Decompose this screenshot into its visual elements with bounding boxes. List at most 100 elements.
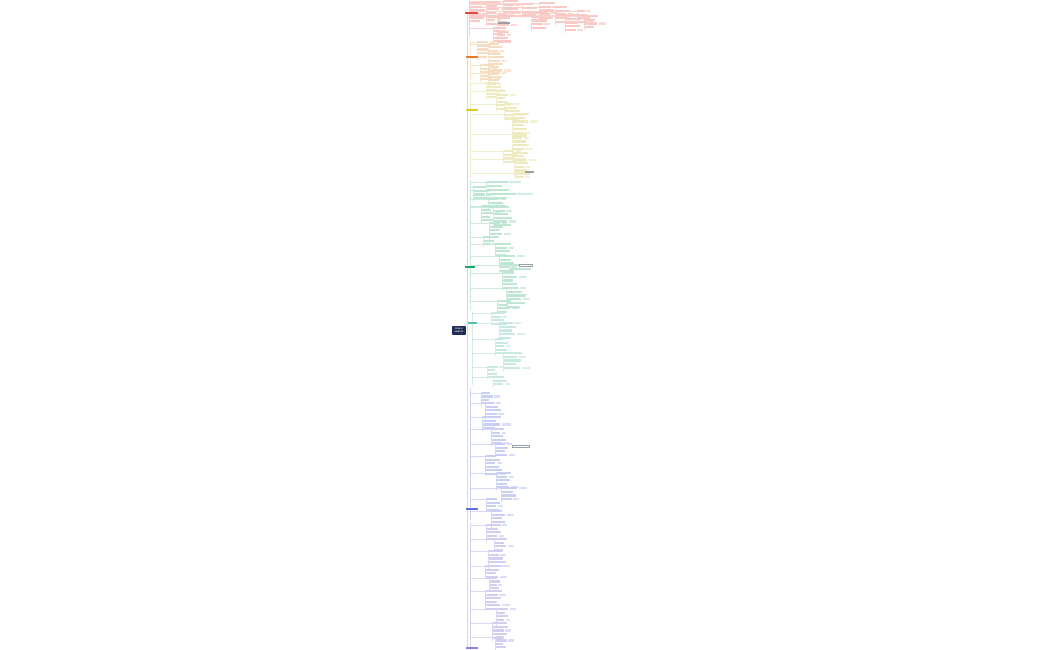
topic-node[interactable]: [481, 64, 494, 67]
leaf-node[interactable]: [498, 366, 505, 369]
topic-node[interactable]: [532, 19, 548, 22]
leaf-node[interactable]: [499, 575, 507, 578]
topic-node[interactable]: [494, 33, 504, 36]
topic-node[interactable]: [496, 636, 504, 639]
topic-node[interactable]: [496, 345, 505, 348]
leaf-node[interactable]: [482, 12, 489, 16]
topic-node[interactable]: [502, 498, 512, 501]
topic-node[interactable]: [495, 548, 504, 551]
topic-node[interactable]: [566, 25, 581, 28]
topic-node[interactable]: [585, 18, 595, 21]
topic-node[interactable]: [496, 348, 507, 351]
topic-node[interactable]: [478, 41, 489, 44]
topic-node[interactable]: [489, 52, 501, 56]
leaf-node[interactable]: [496, 402, 501, 405]
leaf-node[interactable]: [515, 3, 521, 6]
topic-node[interactable]: [487, 181, 508, 184]
topic-node[interactable]: [523, 6, 537, 10]
topic-node[interactable]: [494, 206, 510, 209]
topic-node[interactable]: [489, 561, 506, 564]
topic-node[interactable]: [513, 120, 529, 123]
topic-node[interactable]: [513, 140, 526, 143]
topic-node[interactable]: [532, 15, 544, 18]
topic-node[interactable]: [496, 341, 508, 344]
topic-node[interactable]: [497, 611, 506, 614]
leaf-node[interactable]: [508, 220, 517, 223]
topic-node[interactable]: [505, 103, 514, 106]
topic-node[interactable]: [487, 11, 496, 15]
branch-marker-teal[interactable]: [468, 322, 477, 325]
topic-node[interactable]: [487, 508, 500, 511]
branch-marker-yellow[interactable]: [466, 109, 478, 112]
topic-node[interactable]: [487, 527, 498, 530]
topic-node[interactable]: [513, 151, 529, 154]
leaf-node[interactable]: [515, 150, 522, 153]
topic-node[interactable]: [516, 172, 527, 175]
topic-node[interactable]: [540, 2, 555, 5]
topic-node[interactable]: [493, 633, 508, 636]
topic-node[interactable]: [523, 10, 533, 13]
leaf-node[interactable]: [489, 41, 496, 44]
highlighted-node[interactable]: [519, 264, 533, 267]
topic-node[interactable]: [483, 419, 497, 422]
topic-node[interactable]: [540, 5, 551, 8]
topic-node[interactable]: [507, 305, 521, 308]
topic-node[interactable]: [540, 16, 554, 20]
leaf-node[interactable]: [505, 104, 510, 107]
topic-node[interactable]: [492, 438, 506, 441]
leaf-node[interactable]: [497, 82, 501, 85]
leaf-node[interactable]: [543, 23, 550, 26]
topic-node[interactable]: [532, 26, 547, 29]
topic-node[interactable]: [507, 298, 522, 301]
topic-node[interactable]: [482, 398, 490, 401]
leaf-node[interactable]: [518, 275, 527, 278]
leaf-node[interactable]: [513, 498, 519, 501]
topic-node[interactable]: [478, 44, 492, 47]
topic-node[interactable]: [489, 75, 497, 78]
topic-node[interactable]: [494, 220, 508, 223]
topic-node[interactable]: [489, 46, 502, 49]
topic-node[interactable]: [515, 161, 528, 165]
topic-node[interactable]: [495, 545, 507, 548]
topic-node[interactable]: [494, 216, 513, 219]
leaf-node[interactable]: [503, 564, 510, 568]
topic-node[interactable]: [494, 224, 512, 227]
topic-node[interactable]: [498, 17, 511, 20]
topic-node[interactable]: [585, 22, 598, 25]
topic-node[interactable]: [487, 96, 497, 99]
topic-node[interactable]: [489, 72, 500, 75]
topic-node[interactable]: [478, 48, 488, 51]
leaf-node[interactable]: [516, 255, 526, 258]
leaf-node[interactable]: [506, 33, 511, 36]
leaf-node[interactable]: [518, 487, 528, 490]
leaf-node[interactable]: [511, 307, 519, 310]
topic-node[interactable]: [540, 9, 555, 12]
topic-node[interactable]: [492, 431, 501, 434]
topic-node[interactable]: [500, 329, 512, 332]
topic-node[interactable]: [474, 197, 489, 200]
topic-node[interactable]: [488, 369, 495, 372]
topic-node[interactable]: [513, 116, 525, 119]
topic-node[interactable]: [489, 198, 499, 201]
topic-node[interactable]: [515, 173, 530, 176]
topic-node[interactable]: [490, 232, 503, 235]
leaf-node[interactable]: [549, 12, 559, 15]
topic-node[interactable]: [498, 20, 507, 23]
topic-node[interactable]: [487, 189, 509, 192]
topic-node[interactable]: [500, 325, 517, 328]
leaf-node[interactable]: [507, 639, 514, 642]
topic-node[interactable]: [500, 255, 516, 258]
topic-node[interactable]: [494, 379, 507, 382]
topic-node[interactable]: [487, 1, 501, 4]
leaf-node[interactable]: [499, 49, 504, 52]
topic-node[interactable]: [496, 639, 507, 642]
leaf-node[interactable]: [501, 604, 510, 607]
topic-node[interactable]: [487, 184, 502, 188]
topic-node[interactable]: [490, 577, 498, 580]
leaf-node[interactable]: [518, 355, 527, 358]
topic-node[interactable]: [482, 215, 491, 218]
topic-node[interactable]: [474, 186, 486, 189]
topic-node[interactable]: [496, 453, 508, 456]
topic-node[interactable]: [497, 608, 509, 611]
